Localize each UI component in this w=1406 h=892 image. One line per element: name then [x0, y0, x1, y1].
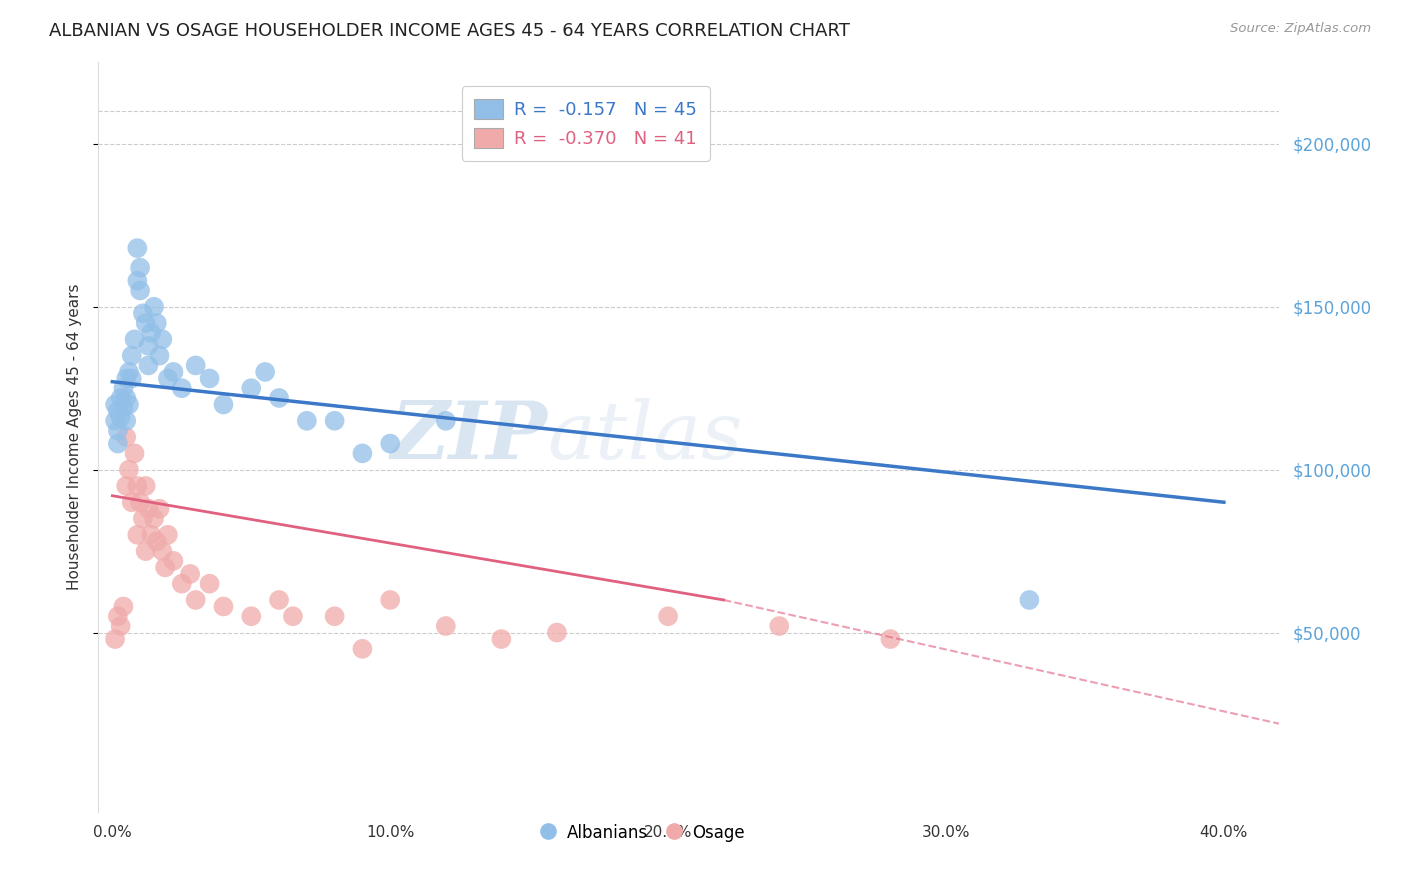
Point — [110, 410, 132, 425]
Point — [110, 391, 132, 405]
Point — [179, 566, 201, 581]
Point — [138, 359, 160, 373]
Point — [546, 625, 568, 640]
Point — [121, 495, 143, 509]
Point — [146, 316, 169, 330]
Text: Source: ZipAtlas.com: Source: ZipAtlas.com — [1230, 22, 1371, 36]
Point — [127, 528, 149, 542]
Text: ZIP: ZIP — [391, 399, 547, 475]
Point — [115, 414, 138, 428]
Point — [115, 391, 138, 405]
Point — [170, 381, 193, 395]
Point — [281, 609, 304, 624]
Point — [112, 381, 135, 395]
Point — [110, 619, 132, 633]
Point — [184, 359, 207, 373]
Point — [104, 397, 127, 411]
Point — [132, 306, 155, 320]
Point — [143, 511, 166, 525]
Point — [141, 326, 163, 340]
Point — [127, 274, 149, 288]
Point — [323, 609, 346, 624]
Y-axis label: Householder Income Ages 45 - 64 years: Householder Income Ages 45 - 64 years — [67, 284, 83, 591]
Point — [156, 371, 179, 385]
Point — [156, 528, 179, 542]
Point — [240, 381, 263, 395]
Point — [135, 544, 157, 558]
Point — [380, 436, 402, 450]
Point — [267, 391, 290, 405]
Point — [124, 446, 146, 460]
Point — [118, 463, 141, 477]
Point — [118, 397, 141, 411]
Point — [657, 609, 679, 624]
Point — [138, 501, 160, 516]
Point — [129, 260, 152, 275]
Point — [115, 430, 138, 444]
Point — [198, 576, 221, 591]
Point — [132, 511, 155, 525]
Point — [112, 599, 135, 614]
Point — [434, 619, 457, 633]
Point — [1018, 593, 1040, 607]
Point — [352, 641, 374, 656]
Point — [150, 332, 173, 346]
Point — [146, 534, 169, 549]
Point — [879, 632, 901, 646]
Point — [115, 371, 138, 385]
Point — [104, 414, 127, 428]
Point — [121, 349, 143, 363]
Point — [768, 619, 790, 633]
Point — [107, 609, 129, 624]
Point — [118, 365, 141, 379]
Point — [240, 609, 263, 624]
Point — [198, 371, 221, 385]
Point — [153, 560, 176, 574]
Point — [212, 397, 235, 411]
Point — [295, 414, 318, 428]
Point — [267, 593, 290, 607]
Point — [104, 632, 127, 646]
Point — [135, 479, 157, 493]
Point — [212, 599, 235, 614]
Point — [150, 544, 173, 558]
Point — [434, 414, 457, 428]
Text: atlas: atlas — [547, 399, 742, 475]
Point — [184, 593, 207, 607]
Point — [352, 446, 374, 460]
Point — [143, 300, 166, 314]
Text: ALBANIAN VS OSAGE HOUSEHOLDER INCOME AGES 45 - 64 YEARS CORRELATION CHART: ALBANIAN VS OSAGE HOUSEHOLDER INCOME AGE… — [49, 22, 851, 40]
Point — [162, 554, 184, 568]
Point — [491, 632, 513, 646]
Point — [107, 404, 129, 418]
Point — [148, 349, 170, 363]
Point — [162, 365, 184, 379]
Point — [141, 528, 163, 542]
Point — [148, 501, 170, 516]
Point — [254, 365, 277, 379]
Point — [129, 495, 152, 509]
Point — [380, 593, 402, 607]
Legend: Albanians, Osage: Albanians, Osage — [531, 817, 752, 848]
Point — [135, 316, 157, 330]
Point — [170, 576, 193, 591]
Point — [121, 371, 143, 385]
Point — [323, 414, 346, 428]
Point — [129, 284, 152, 298]
Point — [107, 424, 129, 438]
Point — [127, 479, 149, 493]
Point — [107, 436, 129, 450]
Point — [127, 241, 149, 255]
Point — [115, 479, 138, 493]
Point — [124, 332, 146, 346]
Point — [112, 401, 135, 415]
Point — [138, 339, 160, 353]
